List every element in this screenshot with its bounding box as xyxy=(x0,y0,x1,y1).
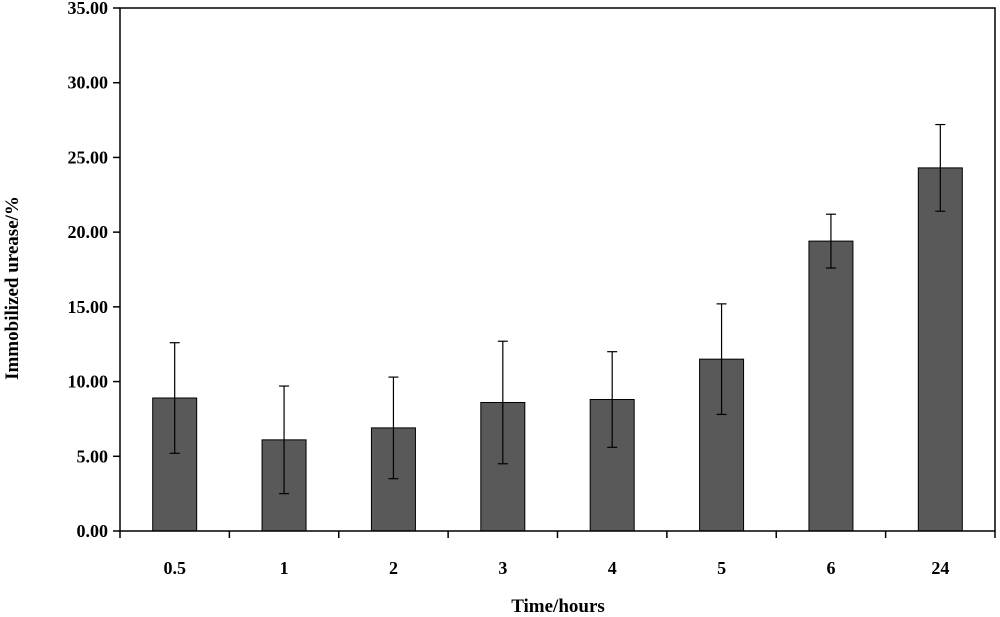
error-bars-layer xyxy=(169,123,946,495)
x-tick-label-2: 2 xyxy=(389,558,398,578)
bar-24 xyxy=(917,167,963,532)
bars-layer xyxy=(152,167,963,532)
y-tick-label-0.00: 0.00 xyxy=(77,521,109,541)
y-tick-label-30.00: 30.00 xyxy=(68,73,109,93)
x-tick-label-0.5: 0.5 xyxy=(163,558,186,578)
plot-frame xyxy=(119,7,996,532)
x-axis-title: Time/hours xyxy=(511,596,605,617)
bar-6 xyxy=(808,240,854,532)
x-tick-label-6: 6 xyxy=(826,558,835,578)
x-tick-label-24: 24 xyxy=(931,558,949,578)
y-tick-label-10.00: 10.00 xyxy=(68,372,109,392)
y-tick-label-5.00: 5.00 xyxy=(77,446,109,466)
y-tick-label-15.00: 15.00 xyxy=(68,297,109,317)
axes-layer xyxy=(113,7,996,538)
y-axis-title: Immobilized urease/% xyxy=(2,196,23,380)
x-tick-label-3: 3 xyxy=(498,558,507,578)
labels-layer: 0.5 1 2 3 4 5 6 24 0.00 5.00 10.00 15.00 20.00 25.00 3… xyxy=(68,0,950,578)
y-tick-label-20.00: 20.00 xyxy=(68,222,109,242)
x-tick-label-5: 5 xyxy=(717,558,726,578)
y-tick-label-35.00: 35.00 xyxy=(68,0,109,18)
y-tick-label-25.00: 25.00 xyxy=(68,147,109,167)
x-tick-label-4: 4 xyxy=(608,558,617,578)
x-tick-label-1: 1 xyxy=(280,558,289,578)
